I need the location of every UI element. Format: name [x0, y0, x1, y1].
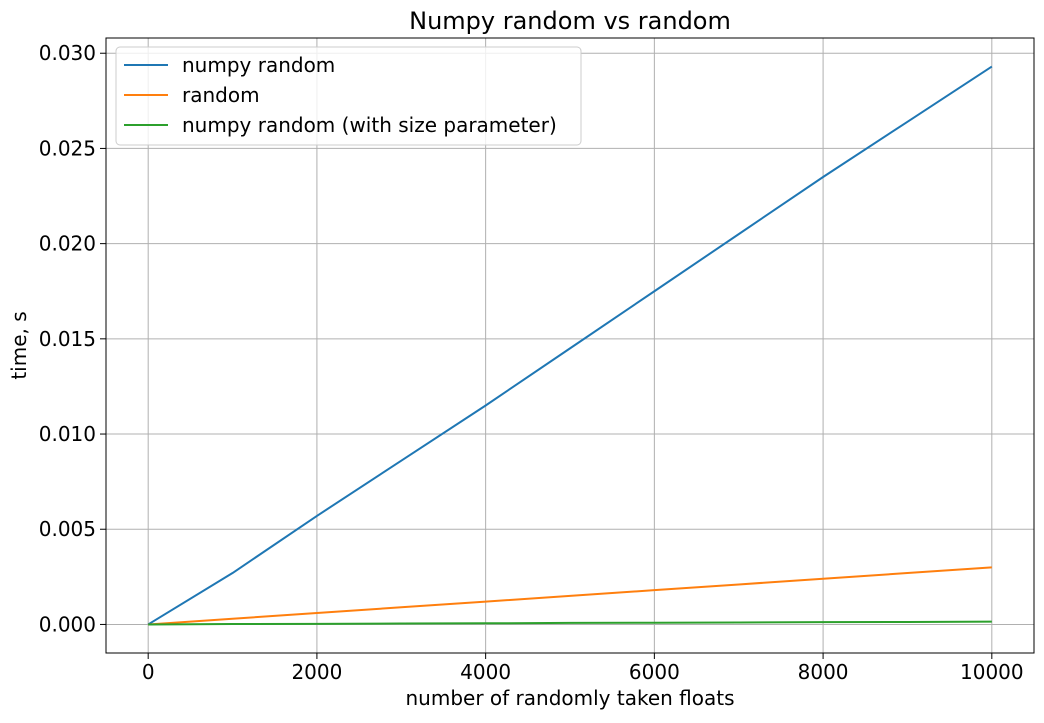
series-line-2 — [148, 566, 992, 626]
x-tick-label: 4000 — [460, 660, 511, 684]
x-tick-label: 2000 — [291, 660, 342, 684]
legend-label-3: numpy random (with size parameter) — [182, 113, 557, 137]
x-tick-label: 10000 — [960, 660, 1024, 684]
y-tick-label: 0.030 — [39, 41, 96, 65]
legend-label-2: random — [182, 83, 260, 107]
chart-title: Numpy random vs random — [409, 7, 731, 35]
y-tick-label: 0.000 — [39, 612, 96, 636]
x-tick-label: 0 — [142, 660, 155, 684]
y-tick-label: 0.015 — [39, 327, 96, 351]
y-tick-label: 0.005 — [39, 517, 96, 541]
y-axis-label: time, s — [7, 311, 31, 379]
y-tick-label: 0.025 — [39, 136, 96, 160]
legend-box — [115, 46, 582, 146]
axis-ticks: 0 2000 4000 6000 8000 10000 0.000 0.005 0.010 0.0… — [39, 41, 1024, 684]
x-tick-label: 6000 — [629, 660, 680, 684]
plot-frame — [105, 37, 1035, 654]
x-axis-label: number of randomly taken floats — [405, 686, 734, 710]
x-tick-label: 8000 — [798, 660, 849, 684]
series-line-3 — [148, 620, 992, 626]
y-tick-label: 0.010 — [39, 422, 96, 446]
series-line-1 — [147, 65, 993, 626]
y-tick-label: 0.020 — [39, 232, 96, 256]
legend-label-1: numpy random — [182, 53, 335, 77]
legend: numpy random random numpy random (with siz… — [115, 46, 582, 146]
series-lines — [147, 65, 993, 626]
